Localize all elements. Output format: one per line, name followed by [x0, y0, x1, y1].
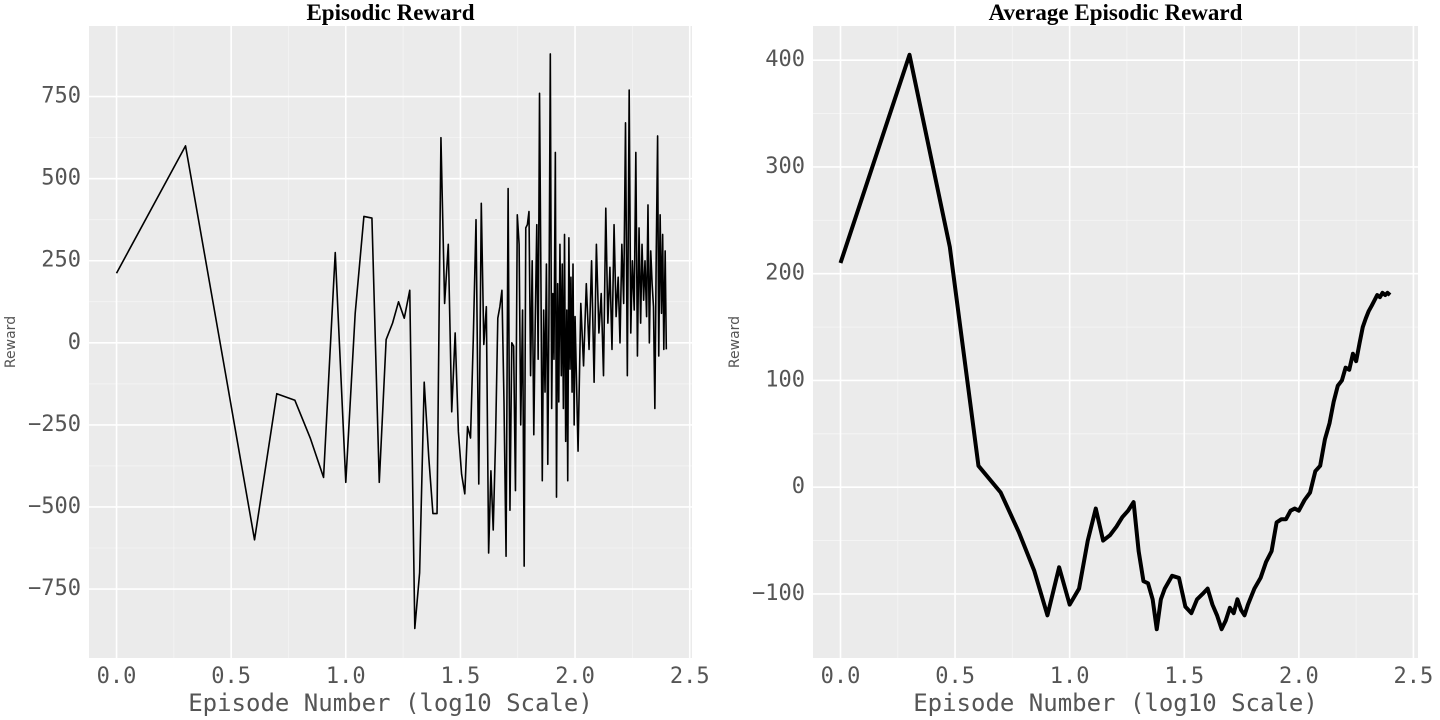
x-tick-label: 1.0: [1050, 664, 1090, 689]
plot-area: [89, 26, 692, 658]
x-axis-label: Episode Number (log10 Scale): [188, 689, 593, 717]
x-tick-label: 2.5: [1394, 664, 1434, 689]
chart-title: Episodic Reward: [306, 0, 474, 25]
x-tick-label: 1.0: [326, 664, 366, 689]
y-tick-label: 400: [765, 47, 805, 72]
y-axis-label: Reward: [727, 316, 743, 368]
x-tick-label: 0.0: [821, 664, 861, 689]
y-tick-label: 500: [41, 166, 81, 191]
x-tick-label: 2.0: [1279, 664, 1319, 689]
y-tick-label: 200: [765, 261, 805, 286]
y-tick-label: −100: [752, 581, 805, 606]
y-tick-label: −250: [28, 412, 81, 437]
chart-title: Average Episodic Reward: [989, 0, 1243, 25]
y-tick-label: 250: [41, 248, 81, 273]
x-tick-label: 2.0: [555, 664, 595, 689]
x-tick-label: 0.5: [935, 664, 975, 689]
x-tick-label: 1.5: [1164, 664, 1204, 689]
x-axis-label: Episode Number (log10 Scale): [913, 689, 1318, 717]
x-tick-label: 0.5: [211, 664, 251, 689]
x-tick-label: 1.5: [441, 664, 481, 689]
y-tick-label: −500: [28, 494, 81, 519]
data-line: [115, 53, 668, 630]
x-tick-label: 0.0: [97, 664, 137, 689]
y-tick-label: 300: [765, 154, 805, 179]
y-tick-label: 100: [765, 367, 805, 392]
plot-area: [813, 26, 1418, 658]
y-tick-label: 0: [68, 330, 81, 355]
y-tick-label: 0: [792, 474, 805, 499]
x-tick-label: 2.5: [670, 664, 710, 689]
data-line: [838, 52, 1392, 632]
y-tick-label: −750: [28, 576, 81, 601]
y-axis-label: Reward: [3, 316, 19, 368]
y-tick-label: 750: [41, 84, 81, 109]
